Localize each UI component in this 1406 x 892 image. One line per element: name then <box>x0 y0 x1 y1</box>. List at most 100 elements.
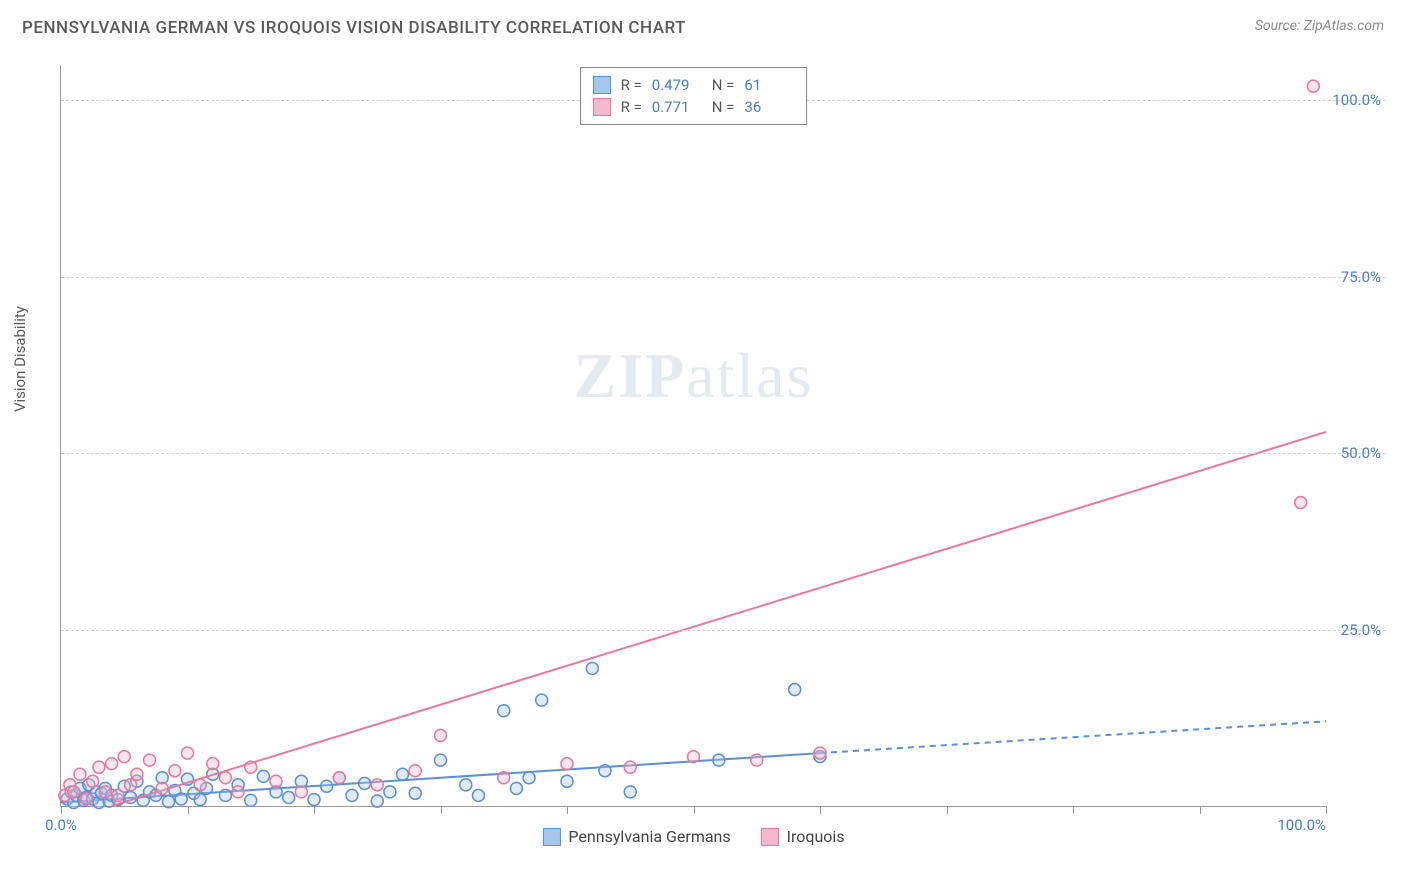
chart-container: Vision Disability ZIPatlas R = 0.479 N =… <box>50 60 1386 852</box>
data-point-iroquois <box>1295 497 1307 509</box>
data-point-pa_german <box>409 787 421 799</box>
data-point-iroquois <box>232 786 244 798</box>
r-label: R = <box>621 96 642 118</box>
x-tick <box>1326 806 1327 814</box>
data-point-pa_german <box>536 694 548 706</box>
data-point-iroquois <box>169 765 181 777</box>
data-point-pa_german <box>163 796 175 808</box>
x-tick <box>947 806 948 814</box>
r-label: R = <box>621 74 642 96</box>
data-point-iroquois <box>245 761 257 773</box>
data-point-iroquois <box>561 758 573 770</box>
data-point-iroquois <box>371 779 383 791</box>
x-tick <box>567 806 568 814</box>
x-tick <box>314 806 315 814</box>
data-point-pa_german <box>175 793 187 805</box>
n-value-iroquois: 36 <box>744 96 794 118</box>
data-point-pa_german <box>194 794 206 806</box>
data-point-pa_german <box>384 786 396 798</box>
swatch-iroquois <box>593 98 611 116</box>
data-point-iroquois <box>74 768 86 780</box>
n-value-pa-german: 61 <box>744 74 794 96</box>
data-point-iroquois <box>624 761 636 773</box>
data-point-pa_german <box>321 780 333 792</box>
data-point-iroquois <box>144 754 156 766</box>
x-tick <box>1073 806 1074 814</box>
data-point-pa_german <box>624 786 636 798</box>
data-point-pa_german <box>498 705 510 717</box>
data-point-pa_german <box>523 772 535 784</box>
source-attribution: Source: ZipAtlas.com <box>1255 18 1384 34</box>
data-point-iroquois <box>118 751 130 763</box>
data-point-pa_german <box>472 789 484 801</box>
trendline-dash-pa_german <box>820 721 1326 753</box>
data-point-pa_german <box>346 789 358 801</box>
plot-svg <box>61 65 1326 806</box>
data-point-iroquois <box>435 729 447 741</box>
data-point-iroquois <box>112 789 124 801</box>
data-point-pa_german <box>397 768 409 780</box>
data-point-iroquois <box>80 793 92 805</box>
data-point-pa_german <box>561 775 573 787</box>
y-tick-label: 75.0% <box>1341 268 1381 286</box>
y-axis-label: Vision Disability <box>11 306 29 412</box>
x-tick-label: 0.0% <box>45 816 77 834</box>
data-point-iroquois <box>87 775 99 787</box>
data-point-pa_german <box>713 754 725 766</box>
data-point-iroquois <box>270 775 282 787</box>
stats-row-iroquois: R = 0.771 N = 36 <box>593 96 795 118</box>
data-point-pa_german <box>599 765 611 777</box>
data-point-iroquois <box>295 786 307 798</box>
n-label: N = <box>712 96 735 118</box>
gridline-h <box>61 453 1386 454</box>
legend-label-pa-german: Pennsylvania Germans <box>568 827 730 846</box>
x-tick <box>694 806 695 814</box>
r-value-pa-german: 0.479 <box>652 74 702 96</box>
data-point-iroquois <box>688 751 700 763</box>
data-point-iroquois <box>498 772 510 784</box>
stats-row-pa-german: R = 0.479 N = 61 <box>593 74 795 96</box>
data-point-pa_german <box>257 770 269 782</box>
legend-item-iroquois: Iroquois <box>761 827 845 846</box>
x-tick <box>1200 806 1201 814</box>
data-point-pa_german <box>283 792 295 804</box>
data-point-iroquois <box>156 782 168 794</box>
data-point-iroquois <box>194 779 206 791</box>
data-point-pa_german <box>460 779 472 791</box>
data-point-pa_german <box>219 789 231 801</box>
data-point-pa_german <box>586 662 598 674</box>
data-point-iroquois <box>182 747 194 759</box>
data-point-iroquois <box>131 768 143 780</box>
chart-title: PENNSYLVANIA GERMAN VS IROQUOIS VISION D… <box>22 18 686 38</box>
y-tick-label: 25.0% <box>1341 621 1381 639</box>
data-point-pa_german <box>308 794 320 806</box>
data-point-iroquois <box>814 747 826 759</box>
swatch-pa-german <box>593 76 611 94</box>
data-point-pa_german <box>789 684 801 696</box>
data-point-pa_german <box>245 794 257 806</box>
gridline-h <box>61 630 1386 631</box>
data-point-pa_german <box>435 754 447 766</box>
legend-item-pa-german: Pennsylvania Germans <box>542 827 730 846</box>
trendline-iroquois <box>112 432 1326 806</box>
source-prefix: Source: <box>1255 18 1304 34</box>
data-point-iroquois <box>409 765 421 777</box>
x-tick <box>441 806 442 814</box>
y-tick-label: 50.0% <box>1341 444 1381 462</box>
swatch-iroquois <box>761 828 779 846</box>
legend-bottom: Pennsylvania Germans Iroquois <box>542 827 844 846</box>
y-tick-label: 100.0% <box>1332 91 1381 109</box>
data-point-iroquois <box>99 786 111 798</box>
plot-area: ZIPatlas R = 0.479 N = 61 R = 0.771 N = … <box>60 65 1326 807</box>
r-value-iroquois: 0.771 <box>652 96 702 118</box>
x-tick <box>188 806 189 814</box>
x-tick-label: 100.0% <box>1277 816 1326 834</box>
correlation-stats-box: R = 0.479 N = 61 R = 0.771 N = 36 <box>580 67 808 125</box>
data-point-iroquois <box>106 758 118 770</box>
data-point-pa_german <box>371 795 383 807</box>
n-label: N = <box>712 74 735 96</box>
data-point-pa_german <box>510 782 522 794</box>
gridline-h <box>61 277 1386 278</box>
data-point-iroquois <box>68 786 80 798</box>
legend-label-iroquois: Iroquois <box>787 827 845 846</box>
